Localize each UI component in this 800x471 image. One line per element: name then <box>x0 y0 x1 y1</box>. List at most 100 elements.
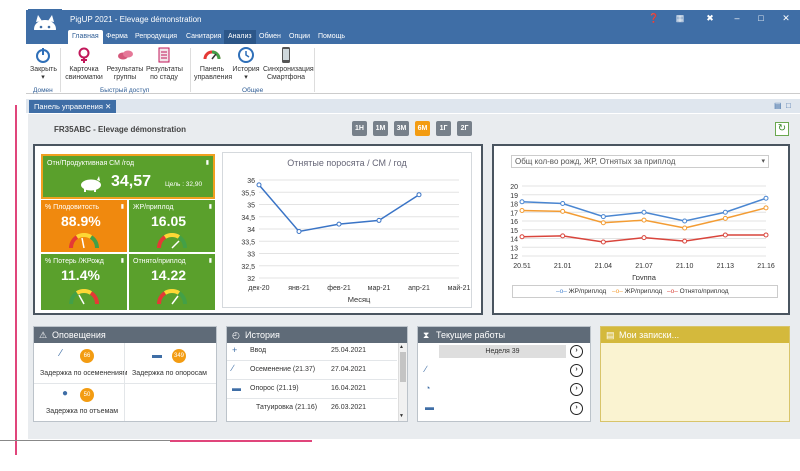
chart-select[interactable]: Общ кол-во рожд, ЖР, Отнятых за приплод ▾ <box>511 155 769 168</box>
x-tick-label: дек-20 <box>248 285 269 292</box>
kpi-fertility-value: 88.9% <box>61 213 101 229</box>
group-quick-access: Быстрый доступ <box>100 87 150 94</box>
alert-badge[interactable]: 66 <box>80 349 94 363</box>
alerts-widget: ⚠ Оповещения <box>33 326 217 422</box>
syringe-icon: ∕ <box>60 348 62 359</box>
kpi-fertility[interactable]: % Плодовитость ▮ 88.9% <box>41 200 127 252</box>
x-axis-label: Группа <box>632 273 657 280</box>
scroll-down-icon[interactable]: ▼ <box>399 413 404 419</box>
period-3m[interactable]: 3М <box>394 121 409 136</box>
tab-dashboard[interactable]: Панель управления ✕ <box>29 100 117 113</box>
alert-label[interactable]: Задержка по отъемам <box>46 408 119 415</box>
period-6m[interactable]: 6М <box>415 121 430 136</box>
alert-label[interactable]: Задержка по опоросам <box>132 370 207 377</box>
period-1m[interactable]: 1М <box>373 121 388 136</box>
tools-icon[interactable]: ✖ <box>706 13 714 23</box>
work-open-button[interactable]: › <box>570 402 583 415</box>
dashboard-button[interactable]: Панель управления <box>194 46 232 82</box>
menu-options[interactable]: Опции <box>289 33 311 40</box>
history-label: Татуировка (21.16) <box>256 404 318 411</box>
gauge-icon <box>157 289 187 305</box>
menu-bar <box>26 30 800 44</box>
kpi-main[interactable]: Отн/Продуктивная СМ /год ▮ 34,57 Цель : … <box>41 154 215 199</box>
history-button[interactable]: История ▾ <box>231 46 261 82</box>
kpi-losses[interactable]: % Потерь /ЖРожд ▮ 11.4% <box>41 254 127 310</box>
clock-icon <box>238 47 254 63</box>
period-1y[interactable]: 1Г <box>436 121 451 136</box>
alert-badge[interactable]: 50 <box>80 388 94 402</box>
alert-label[interactable]: Задержка по осеменениям <box>40 370 128 377</box>
notes-widget[interactable]: ▤ Мои записки... <box>600 326 790 422</box>
alert-badge[interactable]: 349 <box>172 349 186 363</box>
data-point <box>641 235 647 241</box>
period-2y[interactable]: 2Г <box>457 121 472 136</box>
herd-results-button[interactable]: Результаты по стаду <box>146 46 183 82</box>
data-point <box>519 199 525 205</box>
layout-icon[interactable]: ▤ <box>774 101 782 110</box>
window-icon[interactable]: □ <box>786 101 791 110</box>
y-tick-label: 33,5 <box>241 239 255 246</box>
next-week-button[interactable]: › <box>570 345 583 358</box>
sow-card-button[interactable]: Карточка свиноматки <box>64 46 104 82</box>
menu-home[interactable]: Главная <box>68 30 103 44</box>
smartphone-sync-button[interactable]: Синхронизация Смартфона <box>263 46 314 82</box>
kpi-weaned-label: Отнято/приплод <box>133 258 186 265</box>
pig-icon <box>81 176 101 192</box>
y-tick-label: 14 <box>510 237 518 244</box>
y-tick-label: 32,5 <box>241 264 255 271</box>
y-tick-label: 34 <box>247 227 255 234</box>
history-scrollbar[interactable] <box>398 343 407 421</box>
speedometer-icon <box>203 50 221 60</box>
maximize-button[interactable]: □ <box>758 13 764 23</box>
farm-title: FR35ABC - Elevage démonstration <box>54 125 187 134</box>
document-icon <box>158 47 170 63</box>
works-title: Текущие работы <box>436 330 506 340</box>
menu-reproduction[interactable]: Репродукция <box>135 33 178 40</box>
divider <box>0 440 312 441</box>
scroll-thumb[interactable] <box>400 352 406 382</box>
works-header: ⧗ Текущие работы <box>418 327 590 343</box>
group-results-button[interactable]: Результаты группы <box>106 46 144 82</box>
chart-small-icon: ▮ <box>120 204 124 210</box>
close-tab-icon[interactable]: ✕ <box>105 102 112 111</box>
y-tick-label: 16 <box>510 219 518 226</box>
data-point <box>682 218 688 224</box>
y-tick-label: 13 <box>510 245 518 252</box>
scroll-up-icon[interactable]: ▲ <box>399 344 404 350</box>
kpi-born-alive[interactable]: ЖР/приплод ▮ 16.05 <box>129 200 215 252</box>
accent-line <box>170 440 312 442</box>
data-point <box>722 232 728 238</box>
y-tick-label: 20 <box>510 184 518 191</box>
history-date: 26.03.2021 <box>331 404 367 411</box>
history-date: 27.04.2021 <box>331 366 367 373</box>
period-1w[interactable]: 1Н <box>352 121 367 136</box>
close-window-button[interactable]: ✕ <box>782 13 790 23</box>
work-open-button[interactable]: › <box>570 383 583 396</box>
sow-card-label: Карточка свиноматки <box>65 66 103 81</box>
menu-help[interactable]: Помощь <box>318 33 346 40</box>
close-label: Закрыть <box>30 66 57 73</box>
kpi-weaned-value: 14.22 <box>151 267 187 283</box>
help-icon[interactable]: ❓ <box>648 13 660 23</box>
smartphone-icon <box>282 47 290 63</box>
piglets-icon: ● <box>62 388 69 399</box>
syringe-icon: ∕ <box>232 363 234 373</box>
history-date: 25.04.2021 <box>331 347 367 354</box>
menu-analysis[interactable]: Анализ <box>224 30 256 44</box>
menu-exchange[interactable]: Обмен <box>259 33 281 40</box>
chart-small-icon: ▮ <box>205 160 209 166</box>
close-button[interactable]: Закрыть ▾ <box>30 46 57 82</box>
minimize-button[interactable]: – <box>734 13 740 23</box>
menu-farm[interactable]: Ферма <box>106 33 128 40</box>
x-tick-label: апр-21 <box>408 285 430 292</box>
work-open-button[interactable]: › <box>570 364 583 377</box>
window-title: PigUP 2021 - Elevage démonstration <box>70 15 202 24</box>
x-tick-label: фев-21 <box>327 285 351 292</box>
refresh-button[interactable]: ↻ <box>775 122 789 136</box>
calculator-icon[interactable]: ▦ <box>675 13 685 23</box>
x-tick-label: 21.10 <box>676 263 694 270</box>
kpi-weaned[interactable]: Отнято/приплод ▮ 14.22 <box>129 254 215 310</box>
week-label: Неделя 39 <box>439 345 566 358</box>
menu-sanitary[interactable]: Санитария <box>186 33 222 40</box>
data-point <box>560 201 566 206</box>
